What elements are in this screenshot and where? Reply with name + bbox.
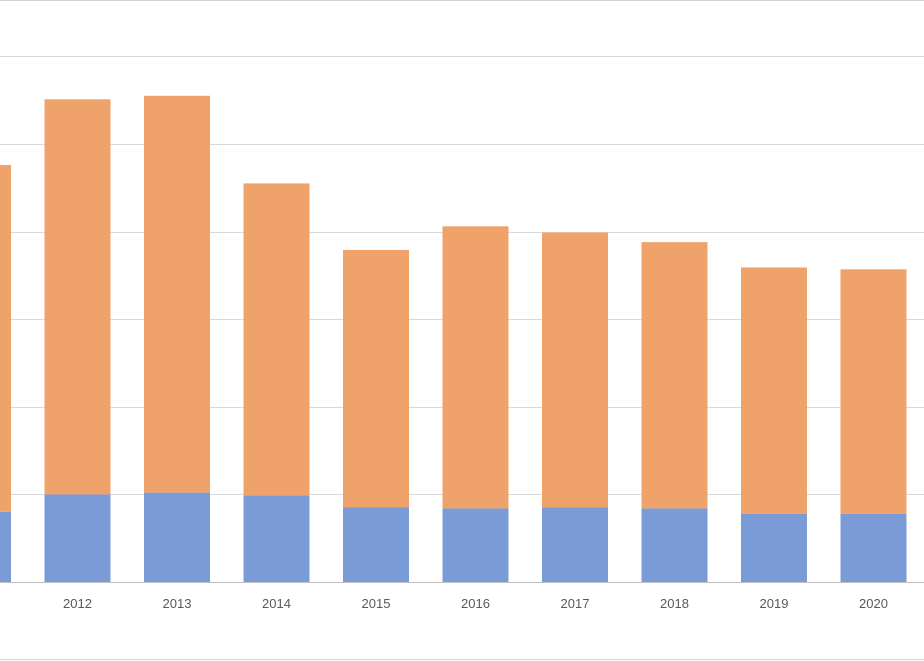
x-tick-label-2015: 2015 bbox=[362, 596, 391, 611]
x-tick-label-2012: 2012 bbox=[63, 596, 92, 611]
bar-2014-segment-1 bbox=[243, 495, 310, 582]
bars bbox=[0, 95, 907, 582]
bar-2019-segment-2 bbox=[741, 267, 807, 514]
bar-2017-segment-1 bbox=[542, 507, 608, 582]
x-tick-labels: 2011201220132014201520162017201820192020 bbox=[63, 596, 888, 611]
bar-2016-segment-2 bbox=[442, 226, 509, 509]
bar-2018-segment-2 bbox=[641, 242, 708, 509]
bar-2018-segment-1 bbox=[641, 508, 708, 582]
x-tick-label-2017: 2017 bbox=[561, 596, 590, 611]
bar-2016-segment-1 bbox=[442, 508, 509, 582]
bar-2012-segment-2 bbox=[44, 99, 111, 495]
bar-2017-segment-2 bbox=[542, 232, 608, 508]
bar-2011-segment-1 bbox=[0, 511, 11, 582]
bar-2020-segment-2 bbox=[840, 269, 907, 514]
bar-2013-segment-2 bbox=[144, 95, 210, 493]
bar-2014-segment-2 bbox=[243, 183, 310, 496]
x-tick-label-2018: 2018 bbox=[660, 596, 689, 611]
x-tick-label-2019: 2019 bbox=[760, 596, 789, 611]
x-tick-label-2014: 2014 bbox=[262, 596, 291, 611]
bar-2020-segment-1 bbox=[840, 513, 907, 582]
bar-2015-segment-2 bbox=[343, 250, 409, 508]
x-tick-label-2013: 2013 bbox=[163, 596, 192, 611]
bar-2013-segment-1 bbox=[144, 492, 210, 582]
bar-2015-segment-1 bbox=[343, 507, 409, 582]
bar-2011-segment-2 bbox=[0, 165, 11, 512]
bar-2012-segment-1 bbox=[44, 494, 111, 582]
bar-2019-segment-1 bbox=[741, 513, 807, 582]
x-tick-label-2020: 2020 bbox=[859, 596, 888, 611]
x-tick-label-2016: 2016 bbox=[461, 596, 490, 611]
